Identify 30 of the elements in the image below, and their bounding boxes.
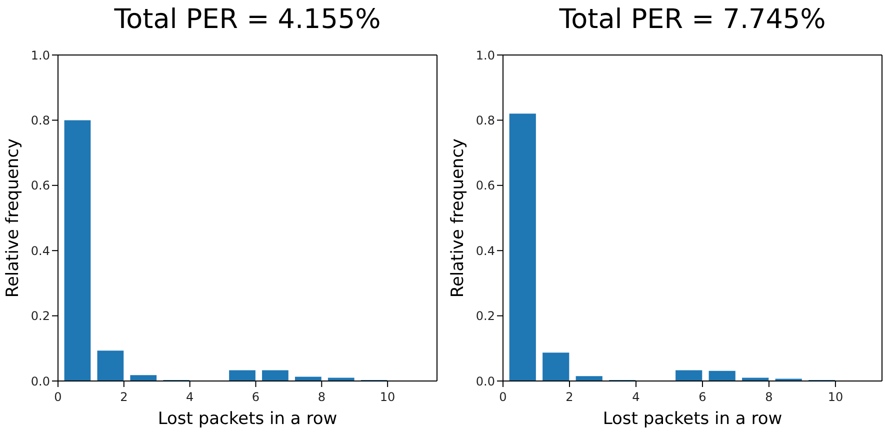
x-tick-label: 6 [252, 390, 260, 404]
x-tick-label: 2 [120, 390, 128, 404]
y-tick-label: 0.4 [476, 244, 495, 258]
x-tick-label: 4 [632, 390, 640, 404]
y-tick-label: 0.0 [476, 374, 495, 388]
x-tick-label: 0 [499, 390, 507, 404]
chart-title: Total PER = 7.745% [558, 4, 827, 35]
y-tick-label: 0.2 [30, 309, 50, 324]
x-tick-label: 4 [186, 390, 194, 404]
y-tick-label: 0.8 [476, 113, 495, 128]
x-axis-title: Lost packets in a row [158, 409, 338, 429]
x-tick-label: 0 [54, 390, 62, 404]
y-axis-title: Relative frequency [448, 138, 468, 298]
x-tick-label: 10 [380, 390, 396, 404]
y-tick-label: 0.6 [476, 178, 495, 193]
y-tick-label: 0.0 [30, 374, 50, 388]
y-tick-label: 0.6 [30, 178, 50, 193]
y-tick-label: 1.0 [476, 48, 495, 62]
x-tick-label: 2 [566, 390, 574, 404]
chart-title: Total PER = 4.155% [113, 4, 382, 35]
x-tick-label: 10 [828, 390, 844, 404]
y-tick-label: 0.4 [30, 244, 50, 258]
x-tick-label: 8 [318, 390, 326, 404]
x-tick-label: 6 [698, 390, 706, 404]
y-tick-label: 0.2 [476, 309, 495, 324]
y-tick-label: 1.0 [30, 48, 50, 62]
y-tick-label: 0.8 [30, 113, 50, 128]
x-axis-title: Lost packets in a row [602, 409, 782, 429]
y-axis-title: Relative frequency [3, 138, 24, 298]
x-tick-label: 8 [765, 390, 773, 404]
